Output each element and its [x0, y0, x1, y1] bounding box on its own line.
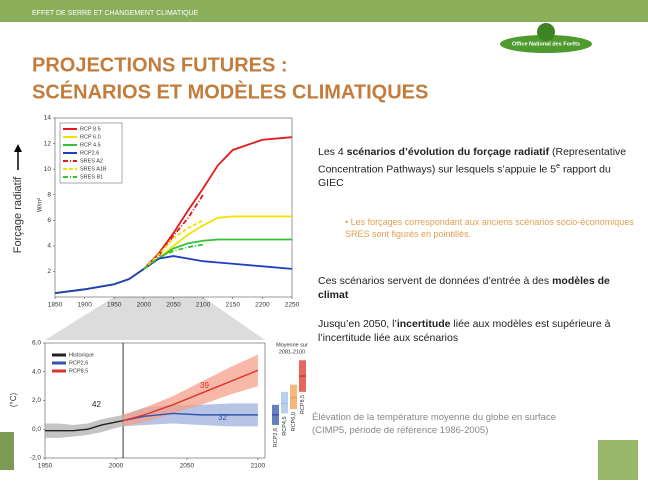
annotation: 42 — [92, 400, 101, 409]
legend-label: SRES B1 — [80, 174, 103, 180]
y-tick-label: 4,0 — [32, 368, 41, 375]
y-tick-label: 10 — [44, 166, 52, 173]
y-tick-label: 6,0 — [32, 340, 41, 347]
text: incertitude — [397, 318, 451, 330]
legend-label: RCP8,5 — [69, 368, 88, 374]
x-tick-label: 2150 — [226, 302, 241, 309]
photo — [0, 432, 14, 470]
annotation: 39 — [200, 381, 209, 390]
legend-label: RCP2.6 — [80, 150, 99, 156]
photo — [598, 440, 638, 480]
legend-label: RCP2,6 — [69, 360, 88, 366]
legend-label: SRES A2 — [80, 158, 103, 164]
text: Ces scénarios servent de données d’entré… — [318, 275, 552, 287]
y-axis-label: Forçage radiatif — [12, 176, 24, 253]
title-line: PROJECTIONS FUTURES : — [32, 54, 288, 76]
title-line: SCÉNARIOS ET MODÈLES CLIMATIQUES — [32, 80, 428, 103]
bullet: • Les forçages correspondant aux anciens… — [345, 216, 635, 240]
x-tick-label: 2250 — [285, 302, 300, 309]
legend-label: RCP 8.5 — [80, 126, 101, 132]
y-tick-label: 2,0 — [32, 397, 41, 404]
x-tick-label: 1850 — [48, 302, 63, 309]
x-tick-label: 2000 — [137, 302, 152, 309]
y-tick-label: 12 — [44, 140, 52, 147]
text: Les forçages correspondant aux anciens s… — [345, 217, 634, 239]
text: Les 4 — [318, 146, 347, 158]
annotation: 32 — [218, 413, 227, 422]
y-tick-label: -2,0 — [30, 455, 42, 462]
arrow-head — [14, 144, 22, 152]
legend-label: SRES A1B — [80, 166, 107, 172]
summary-title: Moyenne sur — [276, 342, 308, 348]
y-tick-label: 4 — [47, 243, 51, 250]
x-tick-label: 1900 — [77, 302, 92, 309]
text: Jusqu’en 2050, l’ — [318, 318, 397, 330]
paragraph: Ces scénarios servent de données d’entré… — [318, 275, 638, 302]
paragraph: Jusqu’en 2050, l’incertitude liée aux mo… — [318, 318, 638, 345]
x-tick-label: 2100 — [196, 302, 211, 309]
text: scénarios d’évolution du forçage radiati… — [347, 146, 549, 158]
x-tick-label: 2050 — [166, 302, 181, 309]
summary-title: 2081-2100 — [279, 349, 305, 355]
y-axis-unit: W/m² — [38, 198, 44, 212]
legend-label: Historique — [69, 352, 94, 358]
logo-tree — [537, 23, 555, 41]
y-tick-label: 8 — [47, 191, 51, 198]
logo-text: Office National des Forêts — [512, 41, 580, 47]
x-tick-label: 2200 — [255, 302, 270, 309]
box-label: RCP4,5 — [282, 416, 288, 435]
x-tick-label: 2000 — [109, 463, 124, 470]
y-tick-label: 0,0 — [32, 426, 41, 433]
x-tick-label: 2050 — [180, 463, 195, 470]
caption: Élévation de la température moyenne du g… — [312, 412, 562, 437]
x-tick-label: 1950 — [107, 302, 122, 309]
y-tick-label: 14 — [44, 115, 52, 122]
y-tick-label: 2 — [47, 268, 51, 275]
box-label: RCP6,0 — [291, 412, 297, 431]
legend-label: RCP 6.0 — [80, 134, 101, 140]
box-label: RCP8,5 — [300, 395, 306, 414]
y-axis-label: (°C) — [9, 393, 18, 408]
header-text: EFFET DE SERRE ET CHANGEMENT CLIMATIQUE — [32, 10, 199, 17]
box-label: RCP2,6 — [273, 428, 279, 447]
text: (CIMP5, période de référence 1986-2005) — [312, 425, 562, 438]
paragraph: Les 4 scénarios d’évolution du forçage r… — [318, 146, 638, 190]
x-tick-label: 2100 — [251, 463, 266, 470]
text: Élévation de la température moyenne du g… — [312, 412, 562, 425]
x-tick-label: 1950 — [38, 463, 53, 470]
y-tick-label: 6 — [47, 217, 51, 224]
legend-label: RCP 4.5 — [80, 142, 101, 148]
slide: EFFET DE SERRE ET CHANGEMENT CLIMATIQUE … — [0, 0, 648, 490]
